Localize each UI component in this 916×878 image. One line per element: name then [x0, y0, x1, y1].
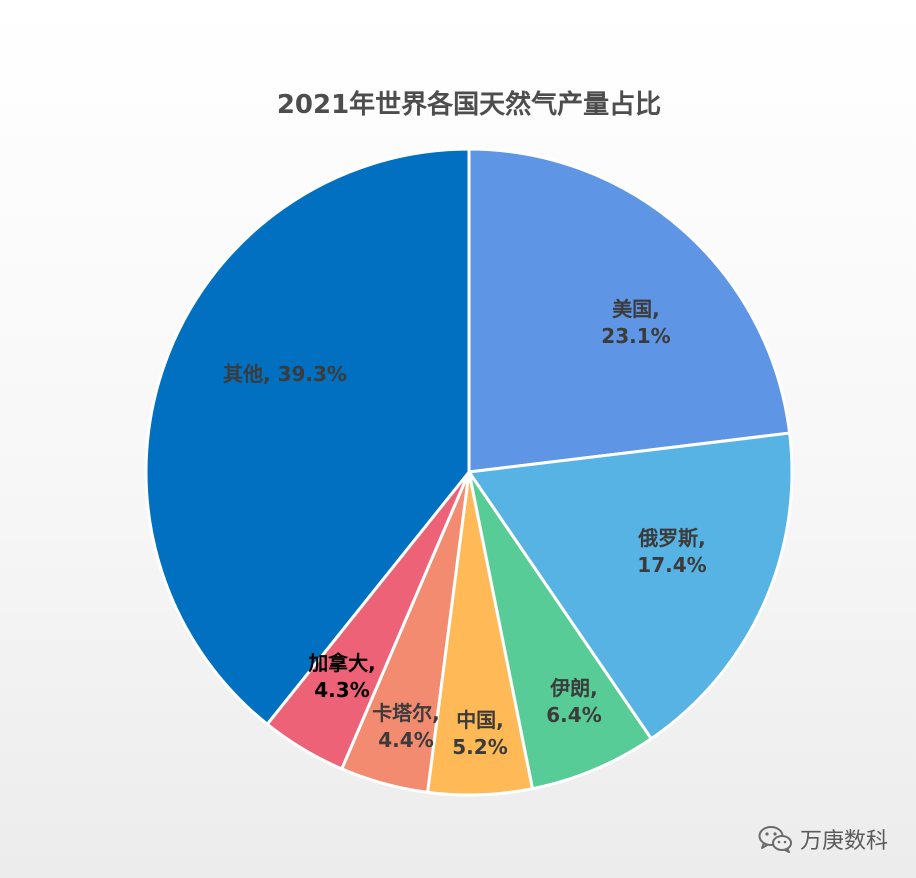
slice-label-name: 加拿大, [307, 651, 376, 675]
watermark-text: 万庚数科 [800, 829, 889, 854]
slice-label-6: 加拿大, 4.3% [307, 651, 376, 702]
pie-slice-1 [467, 147, 792, 474]
pie-slice-7 [144, 147, 471, 726]
slice-label-4: 中国, 5.2% [452, 708, 507, 759]
wechat-icon [758, 826, 792, 853]
slice-label-value: 17.4% [637, 553, 706, 577]
slice-label-value: 4.4% [378, 728, 433, 752]
slice-label-value: 23.1% [601, 324, 670, 348]
slice-label-name: 其他, [223, 362, 278, 386]
slice-label-5: 卡塔尔, 4.4% [372, 701, 440, 752]
slice-label-value: 5.2% [452, 735, 507, 759]
slice-label-2: 俄罗斯, 17.4% [637, 526, 707, 577]
slice-label-3: 伊朗, 6.4% [546, 676, 601, 727]
slice-label-name: 伊朗, [549, 676, 598, 700]
slice-label-1: 美国, 23.1% [601, 297, 670, 348]
slice-label-name: 美国, [612, 297, 660, 321]
slice-label-name: 俄罗斯, [637, 526, 706, 550]
slice-label-name: 卡塔尔, [372, 701, 440, 725]
slice-label-value: 4.3% [314, 678, 369, 702]
pie-labels: 美国, 23.1% 俄罗斯, 17.4% 伊朗, 6.4% 中国, 5.2% 卡塔尔, 4.4% 加… [223, 297, 707, 759]
pie-slice-3 [467, 470, 653, 791]
pie-slice-2 [467, 431, 794, 741]
slice-label-7: 其他, 39.3% [223, 362, 347, 386]
slice-label-name: 中国, [456, 708, 504, 732]
pie-slices [144, 147, 794, 797]
slice-label-value: 39.3% [278, 362, 347, 386]
chart-title: 2021年世界各国天然气产量占比 [276, 90, 662, 120]
watermark: 万庚数科 [758, 823, 888, 855]
slice-label-value: 6.4% [546, 703, 601, 727]
